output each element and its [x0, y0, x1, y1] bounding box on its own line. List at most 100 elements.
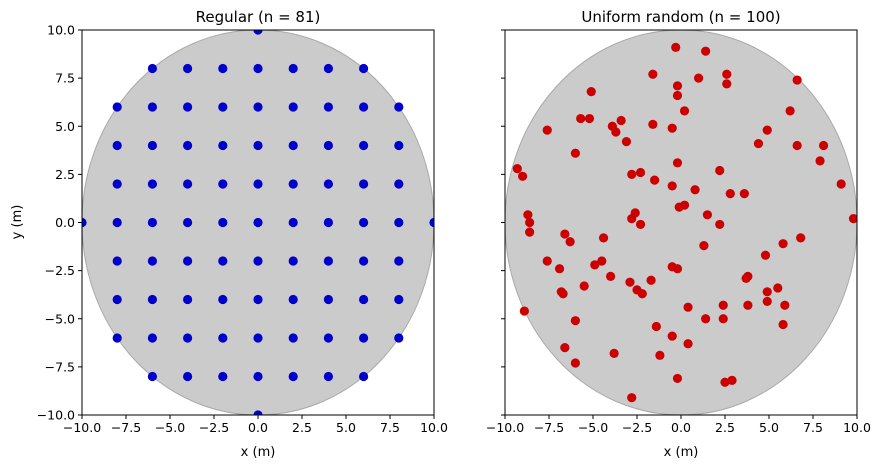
- data-point: [616, 115, 626, 126]
- data-point: [429, 217, 434, 228]
- data-point: [773, 283, 783, 293]
- data-point: [112, 102, 122, 112]
- data-point: [637, 289, 647, 299]
- data-point: [323, 217, 333, 228]
- data-point: [609, 348, 619, 358]
- data-point: [672, 264, 683, 274]
- data-point: [667, 181, 677, 191]
- data-point: [253, 30, 263, 35]
- data-point: [394, 179, 404, 189]
- y-tick-label: 5.0: [55, 119, 75, 134]
- data-point: [183, 179, 193, 189]
- data-point: [323, 333, 333, 343]
- data-point: [323, 294, 333, 305]
- data-point: [762, 287, 772, 297]
- data-point: [288, 371, 298, 382]
- y-tick-label: −2.5: [45, 263, 75, 278]
- data-point: [635, 167, 646, 178]
- y-tick-label: 7.5: [55, 71, 75, 86]
- y-tick-label: −10.0: [37, 408, 75, 423]
- y-tick-label: 10.0: [47, 23, 75, 38]
- data-point: [815, 156, 825, 166]
- data-point: [288, 294, 298, 305]
- data-point: [780, 300, 790, 310]
- data-point: [699, 241, 709, 251]
- x-tick-label: 0.0: [248, 420, 268, 435]
- data-point: [598, 233, 609, 243]
- data-point: [253, 179, 263, 189]
- data-point: [570, 148, 581, 158]
- data-point: [586, 87, 596, 97]
- data-point: [818, 140, 829, 151]
- data-point: [253, 217, 263, 228]
- data-point: [253, 63, 263, 74]
- data-point: [715, 219, 725, 230]
- data-point: [560, 343, 570, 353]
- data-point: [112, 140, 122, 151]
- data-point: [112, 256, 122, 266]
- x-tick-label: 5.0: [759, 420, 779, 435]
- data-point: [218, 179, 228, 189]
- data-point: [323, 256, 333, 266]
- data-point: [651, 321, 661, 332]
- data-point: [590, 260, 600, 270]
- data-point: [253, 256, 263, 266]
- x-axis-label: x (m): [241, 445, 276, 460]
- x-tick-label: 7.5: [803, 420, 823, 435]
- chart-title: Regular (n = 81): [196, 8, 321, 26]
- data-point: [147, 371, 157, 382]
- data-point: [183, 333, 193, 343]
- data-point: [785, 106, 795, 116]
- x-tick-label: 2.5: [292, 420, 312, 435]
- data-point: [836, 179, 846, 189]
- data-point: [147, 140, 157, 151]
- x-tick-label: 10.0: [420, 420, 448, 435]
- data-point: [611, 127, 621, 137]
- data-point: [183, 140, 193, 151]
- data-point: [718, 314, 728, 324]
- data-point: [253, 102, 263, 112]
- chart-title: Uniform random (n = 100): [581, 8, 780, 26]
- data-point: [183, 371, 193, 382]
- data-point: [778, 239, 788, 249]
- data-point: [621, 137, 632, 147]
- data-point: [147, 179, 157, 189]
- data-point: [701, 46, 711, 56]
- panel-regular: Regular (n = 81) x (m) y (m) −10.0 −7.5 −5…: [10, 8, 448, 460]
- data-point: [743, 300, 753, 310]
- data-point: [655, 350, 665, 360]
- data-point: [394, 217, 404, 228]
- data-point: [218, 217, 228, 228]
- data-point: [523, 210, 533, 220]
- data-point: [648, 119, 658, 129]
- x-tick-label: 5.0: [336, 420, 356, 435]
- data-point: [625, 277, 635, 287]
- data-point: [359, 371, 369, 382]
- data-point: [147, 333, 157, 343]
- data-point: [679, 106, 690, 116]
- data-point: [288, 63, 298, 74]
- data-point: [635, 219, 646, 230]
- data-point: [359, 256, 369, 266]
- data-point: [760, 250, 771, 260]
- data-point: [627, 393, 637, 403]
- data-point: [650, 175, 660, 185]
- data-point: [394, 294, 404, 305]
- x-tick-label: −2.5: [199, 420, 229, 435]
- data-point: [112, 294, 122, 305]
- data-point: [359, 63, 369, 74]
- data-point: [627, 169, 637, 179]
- data-point: [112, 217, 122, 228]
- data-point: [359, 179, 369, 189]
- data-point: [792, 140, 802, 151]
- data-point: [147, 63, 157, 74]
- data-point: [218, 294, 228, 305]
- data-point: [147, 217, 157, 228]
- data-point: [722, 79, 732, 89]
- data-point: [253, 140, 263, 151]
- data-point: [147, 102, 157, 112]
- data-point: [627, 214, 637, 224]
- data-point: [288, 140, 298, 151]
- data-point: [253, 294, 263, 305]
